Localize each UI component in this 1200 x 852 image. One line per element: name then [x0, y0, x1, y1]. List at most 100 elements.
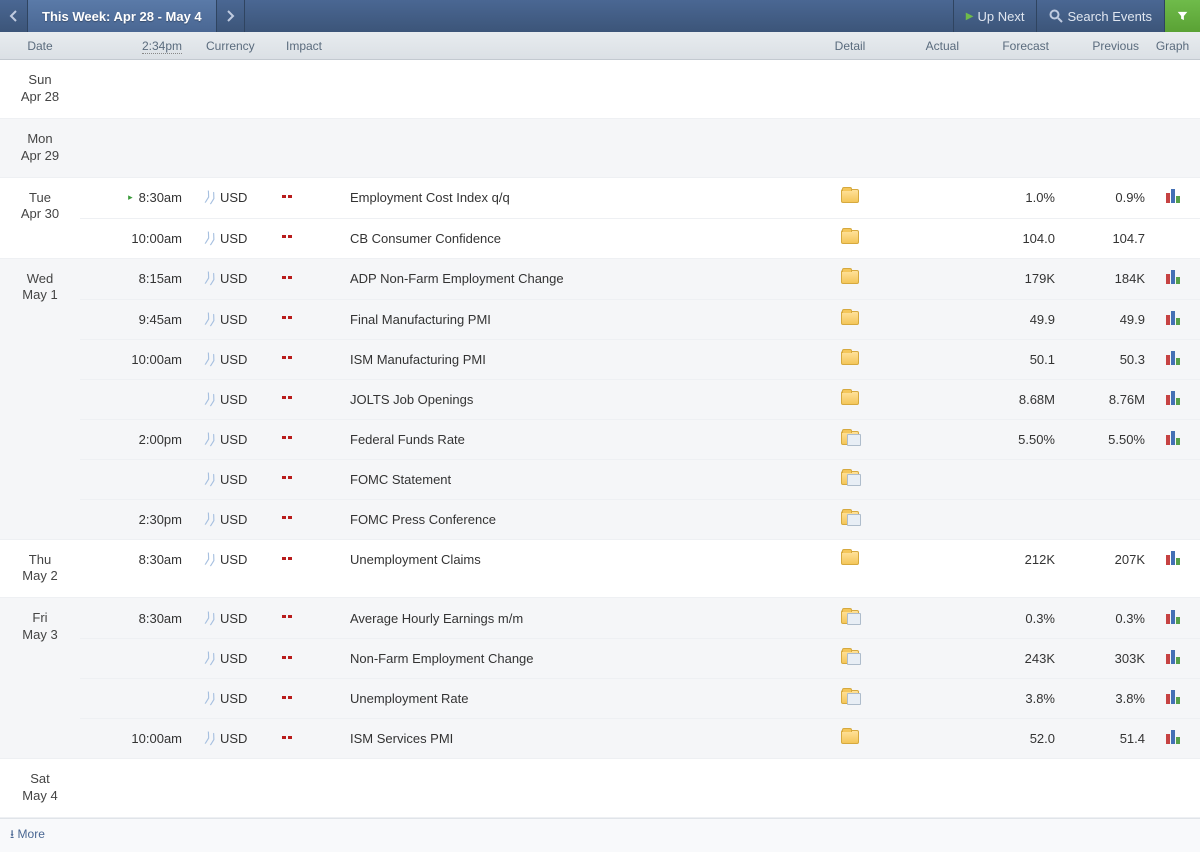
event-row[interactable]: 10:00am⟩⟩USDISM Manufacturing PMI50.150.…	[80, 339, 1200, 379]
event-time: 9:45am	[80, 312, 200, 327]
chart-icon[interactable]	[1166, 391, 1180, 405]
folder-icon[interactable]	[841, 270, 859, 284]
event-currency: USD	[220, 312, 280, 327]
event-row[interactable]: ▸8:30am⟩⟩USDEmployment Cost Index q/q1.0…	[80, 178, 1200, 218]
prev-week-button[interactable]	[0, 0, 28, 32]
event-row[interactable]: 9:45am⟩⟩USD Final Manufacturing PMI 49.949…	[80, 299, 1200, 339]
event-currency: USD	[220, 352, 280, 367]
event-title[interactable]: Federal Funds Rate	[350, 432, 815, 447]
chart-icon[interactable]	[1166, 551, 1180, 565]
event-title[interactable]: CB Consumer Confidence	[350, 231, 815, 246]
event-row[interactable]: ⟩⟩USDNon-Farm Employment Change243K303K	[80, 638, 1200, 678]
chart-icon[interactable]	[1166, 270, 1180, 284]
alert-icon[interactable]: ⟩⟩	[203, 228, 218, 247]
event-row[interactable]: 8:30am⟩⟩USDUnemployment Claims212K207K	[80, 540, 1200, 580]
event-title[interactable]: FOMC Press Conference	[350, 512, 815, 527]
event-title[interactable]: ADP Non-Farm Employment Change	[350, 271, 815, 286]
alert-icon[interactable]: ⟩⟩	[203, 349, 218, 368]
event-time: 8:30am	[80, 611, 200, 626]
chart-icon[interactable]	[1166, 311, 1180, 325]
header-actual: Actual	[885, 39, 965, 53]
event-title[interactable]: Employment Cost Index q/q	[350, 190, 815, 205]
week-label[interactable]: This Week: Apr 28 - May 4	[28, 0, 217, 32]
more-link[interactable]: ⭳ More	[10, 827, 45, 841]
header-detail: Detail	[815, 39, 885, 53]
event-time: 8:15am	[80, 271, 200, 286]
event-row[interactable]: 8:15am⟩⟩USDADP Non-Farm Employment Chang…	[80, 259, 1200, 299]
folder-icon[interactable]	[841, 351, 859, 365]
folder-icon[interactable]	[841, 551, 859, 565]
search-button[interactable]: Search Events	[1036, 0, 1164, 32]
event-row[interactable]: ⟩⟩USDJOLTS Job Openings8.68M8.76M	[80, 379, 1200, 419]
event-row[interactable]: ⟩⟩USDUnemployment Rate3.8%3.8%	[80, 678, 1200, 718]
folder-multi-icon[interactable]	[841, 431, 859, 445]
alert-icon[interactable]: ⟩⟩	[203, 689, 218, 708]
chart-icon[interactable]	[1166, 431, 1180, 445]
event-time: 8:30am	[80, 552, 200, 567]
event-title[interactable]: Unemployment Claims	[350, 552, 815, 567]
event-row[interactable]: 10:00am⟩⟩USDISM Services PMI52.051.4	[80, 718, 1200, 758]
alert-icon[interactable]: ⟩⟩	[203, 188, 218, 207]
event-forecast: 179K	[965, 271, 1055, 286]
alert-icon[interactable]: ⟩⟩	[203, 269, 218, 288]
folder-multi-icon[interactable]	[841, 690, 859, 704]
folder-multi-icon[interactable]	[841, 471, 859, 485]
event-title[interactable]: Final Manufacturing PMI	[350, 312, 815, 327]
chart-icon[interactable]	[1166, 690, 1180, 704]
event-time: 10:00am	[80, 352, 200, 367]
folder-icon[interactable]	[841, 391, 859, 405]
event-forecast: 0.3%	[965, 611, 1055, 626]
folder-icon[interactable]	[841, 189, 859, 203]
alert-icon[interactable]: ⟩⟩	[203, 429, 218, 448]
event-time: 10:00am	[80, 231, 200, 246]
folder-multi-icon[interactable]	[841, 610, 859, 624]
event-forecast: 5.50%	[965, 432, 1055, 447]
event-row[interactable]: 2:30pm⟩⟩USDFOMC Press Conference	[80, 499, 1200, 539]
chart-icon[interactable]	[1166, 189, 1180, 203]
alert-icon[interactable]: ⟩⟩	[203, 609, 218, 628]
event-forecast: 1.0%	[965, 190, 1055, 205]
event-title[interactable]: Non-Farm Employment Change	[350, 651, 815, 666]
up-next-button[interactable]: ▶ Up Next	[953, 0, 1037, 32]
event-row[interactable]: ⟩⟩USDFOMC Statement	[80, 459, 1200, 499]
event-title[interactable]: ISM Services PMI	[350, 731, 815, 746]
folder-icon[interactable]	[841, 311, 859, 325]
next-week-button[interactable]	[217, 0, 245, 32]
event-row[interactable]: 2:00pm⟩⟩USDFederal Funds Rate5.50%5.50%	[80, 419, 1200, 459]
chart-icon[interactable]	[1166, 351, 1180, 365]
alert-icon[interactable]: ⟩⟩	[203, 649, 218, 668]
event-row[interactable]: 8:30am⟩⟩USD Average Hourly Earnings m/m 0.…	[80, 598, 1200, 638]
alert-icon[interactable]: ⟩⟩	[203, 550, 218, 569]
event-previous: 49.9	[1055, 312, 1145, 327]
header-currency: Currency	[200, 39, 280, 53]
event-title[interactable]: Average Hourly Earnings m/m	[350, 611, 815, 626]
header-time[interactable]: 2:34pm	[80, 39, 200, 53]
alert-icon[interactable]: ⟩⟩	[203, 509, 218, 528]
event-title[interactable]: JOLTS Job Openings	[350, 392, 815, 407]
chart-icon[interactable]	[1166, 730, 1180, 744]
alert-icon[interactable]: ⟩⟩	[203, 389, 218, 408]
event-currency: USD	[220, 611, 280, 626]
folder-multi-icon[interactable]	[841, 511, 859, 525]
chart-icon[interactable]	[1166, 650, 1180, 664]
folder-icon[interactable]	[841, 230, 859, 244]
event-forecast: 243K	[965, 651, 1055, 666]
event-title[interactable]: FOMC Statement	[350, 472, 815, 487]
day-block: TueApr 30▸8:30am⟩⟩USDEmployment Cost Ind…	[0, 178, 1200, 259]
folder-multi-icon[interactable]	[841, 650, 859, 664]
folder-icon[interactable]	[841, 730, 859, 744]
event-time: 2:00pm	[80, 432, 200, 447]
alert-icon[interactable]: ⟩⟩	[203, 729, 218, 748]
day-cell: ThuMay 2	[0, 540, 80, 598]
event-forecast: 49.9	[965, 312, 1055, 327]
event-title[interactable]: Unemployment Rate	[350, 691, 815, 706]
event-title[interactable]: ISM Manufacturing PMI	[350, 352, 815, 367]
alert-icon[interactable]: ⟩⟩	[203, 469, 218, 488]
event-row[interactable]: 10:00am⟩⟩USDCB Consumer Confidence104.01…	[80, 218, 1200, 258]
chart-icon[interactable]	[1166, 610, 1180, 624]
alert-icon[interactable]: ⟩⟩	[203, 309, 218, 328]
event-currency: USD	[220, 231, 280, 246]
event-previous: 0.3%	[1055, 611, 1145, 626]
filter-button[interactable]	[1164, 0, 1200, 32]
event-currency: USD	[220, 432, 280, 447]
